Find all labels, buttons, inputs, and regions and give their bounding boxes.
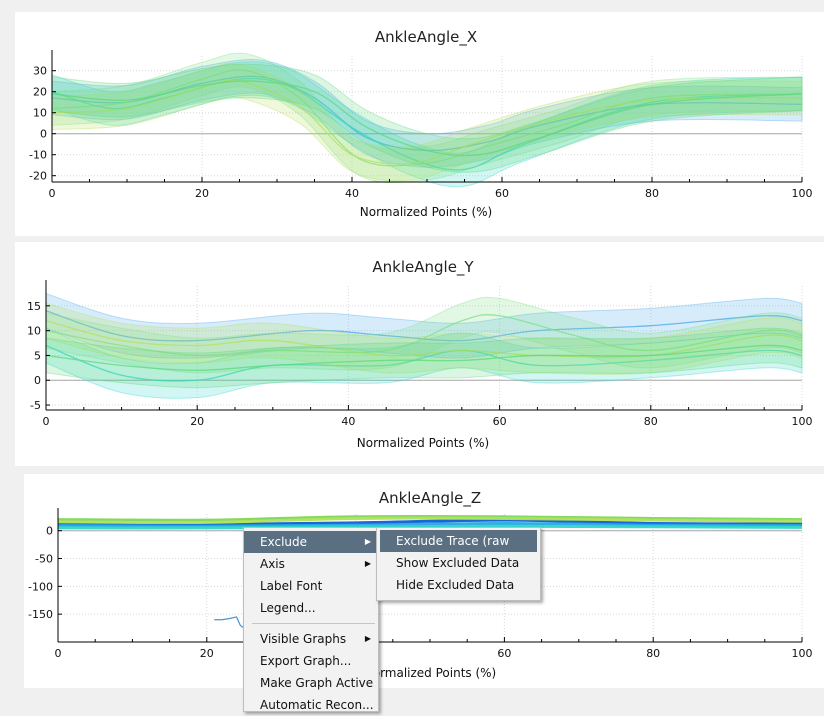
y-tick-labels: 30 20 10 0 -10 -20 xyxy=(29,65,47,183)
submenu-item-hide-excluded[interactable]: Hide Excluded Data xyxy=(377,574,540,596)
x-tick-label: 60 xyxy=(493,415,507,428)
series-band xyxy=(51,62,803,182)
series-line xyxy=(57,518,803,527)
y-tick-label: 10 xyxy=(33,107,47,120)
y-tick-label: -150 xyxy=(28,608,53,621)
series-band xyxy=(45,296,803,374)
x-tick-label: 40 xyxy=(341,415,355,428)
series-band xyxy=(51,52,803,184)
series-band xyxy=(45,327,803,389)
series-line xyxy=(45,344,803,382)
series-line xyxy=(57,514,803,522)
menu-separator xyxy=(252,623,375,624)
menu-item-label: Exclude Trace (raw data) xyxy=(396,534,510,570)
y-tick-label: 5 xyxy=(34,349,41,362)
chart-ankleangle-y[interactable]: AnkleAngle_Y Normalized Points (%) 0 20 40… xyxy=(15,242,824,466)
menu-item-automatic-recon[interactable]: Automatic Recon... xyxy=(244,694,378,716)
menu-item-visible-graphs[interactable]: Visible Graphs ▶ xyxy=(244,628,378,650)
menu-item-export-graph[interactable]: Export Graph... xyxy=(244,650,378,672)
x-tick-label: 0 xyxy=(55,647,62,660)
submenu-arrow-icon: ▶ xyxy=(364,634,371,643)
series-line xyxy=(51,77,803,171)
menu-item-label: Visible Graphs xyxy=(260,632,347,646)
chart-title: AnkleAngle_Z xyxy=(379,489,481,508)
y-tick-label: -10 xyxy=(29,149,47,162)
x-tick-labels: 0 20 40 60 80 100 xyxy=(49,187,813,200)
x-tick-label: 80 xyxy=(644,415,658,428)
x-tick-label: 20 xyxy=(195,187,209,200)
x-axis-label: Normalized Points (%) xyxy=(364,666,497,680)
menu-item-label: Exclude xyxy=(260,535,308,549)
menu-item-make-graph-active[interactable]: Make Graph Active xyxy=(244,672,378,694)
series-line xyxy=(45,314,803,357)
exclude-submenu: Exclude Trace (raw data) Show Excluded D… xyxy=(376,527,541,601)
menu-item-label: Axis xyxy=(260,557,285,571)
series-line xyxy=(51,80,803,157)
menu-item-label: Hide Excluded Data xyxy=(396,578,515,592)
x-tick-label: 100 xyxy=(792,647,813,660)
x-tick-label: 100 xyxy=(792,187,813,200)
y-tick-label: -50 xyxy=(35,553,53,566)
series-band xyxy=(51,59,803,168)
menu-item-label: Show Excluded Data xyxy=(396,556,520,570)
x-tick-label: 40 xyxy=(345,187,359,200)
menu-item-axis[interactable]: Axis ▶ xyxy=(244,553,378,575)
series-line xyxy=(57,524,803,530)
menu-item-label: Make Graph Active xyxy=(260,676,374,690)
x-tick-label: 20 xyxy=(200,647,214,660)
y-tick-label: 10 xyxy=(27,325,41,338)
menu-item-label: Automatic Recon... xyxy=(260,698,374,712)
chart-ankleangle-z[interactable]: AnkleAngle_Z Normalized Points (%) 02040… xyxy=(24,474,824,688)
x-tick-label: 60 xyxy=(497,647,511,660)
series-band xyxy=(51,63,803,173)
x-tick-label: 80 xyxy=(645,187,659,200)
plot-area xyxy=(45,280,803,411)
x-tick-label: 20 xyxy=(190,415,204,428)
y-tick-label: -100 xyxy=(28,580,53,593)
plot-area xyxy=(51,50,803,188)
x-axis-label: Normalized Points (%) xyxy=(357,436,490,450)
menu-item-legend[interactable]: Legend... xyxy=(244,597,378,619)
y-tick-labels: 0 -50 -100 -150 xyxy=(28,525,53,621)
y-tick-label: 0 xyxy=(34,374,41,387)
context-menu: Exclude ▶ Axis ▶ Label Font Legend... Vi… xyxy=(243,527,379,712)
y-tick-label: -5 xyxy=(30,399,41,412)
y-tick-labels: 15 10 5 0 -5 xyxy=(27,300,41,412)
menu-item-label-font[interactable]: Label Font xyxy=(244,575,378,597)
y-tick-label: 0 xyxy=(40,128,47,141)
series-line xyxy=(57,516,803,525)
menu-item-label: Legend... xyxy=(260,601,316,615)
y-tick-label: 20 xyxy=(33,86,47,99)
y-tick-label: 15 xyxy=(27,300,41,313)
submenu-item-exclude-trace[interactable]: Exclude Trace (raw data) xyxy=(380,530,537,570)
chart-title: AnkleAngle_X xyxy=(375,28,477,47)
series-line xyxy=(45,344,803,371)
y-tick-label: -20 xyxy=(29,170,47,183)
chart-panel-ankleangle-x[interactable]: AnkleAngle_X Normalized Points (%) 0 20 40… xyxy=(15,12,824,236)
x-tick-label: 0 xyxy=(43,415,50,428)
submenu-arrow-icon: ▶ xyxy=(364,537,371,546)
chart-ankleangle-x[interactable]: AnkleAngle_X Normalized Points (%) 0 20 40… xyxy=(15,12,824,236)
series-line xyxy=(45,310,803,342)
x-axis-label: Normalized Points (%) xyxy=(360,205,493,219)
menu-item-label: Label Font xyxy=(260,579,323,593)
x-tick-label: 60 xyxy=(495,187,509,200)
submenu-arrow-icon: ▶ xyxy=(364,559,371,568)
x-tick-label: 100 xyxy=(792,415,813,428)
series-line xyxy=(45,320,803,358)
series-line xyxy=(57,521,803,528)
x-tick-label: 80 xyxy=(646,647,660,660)
submenu-item-show-excluded[interactable]: Show Excluded Data xyxy=(377,552,540,574)
menu-item-label: Export Graph... xyxy=(260,654,352,668)
x-tick-label: 0 xyxy=(49,187,56,200)
x-tick-labels: 0 20 40 60 80 100 xyxy=(43,415,813,428)
series-line xyxy=(51,79,803,165)
series-band xyxy=(51,61,803,188)
chart-title: AnkleAngle_Y xyxy=(372,258,474,277)
chart-panel-ankleangle-y[interactable]: AnkleAngle_Y Normalized Points (%) 0 20 40… xyxy=(15,242,824,466)
menu-item-exclude[interactable]: Exclude ▶ xyxy=(244,531,378,553)
y-tick-label: 0 xyxy=(46,525,53,538)
y-tick-label: 30 xyxy=(33,65,47,78)
